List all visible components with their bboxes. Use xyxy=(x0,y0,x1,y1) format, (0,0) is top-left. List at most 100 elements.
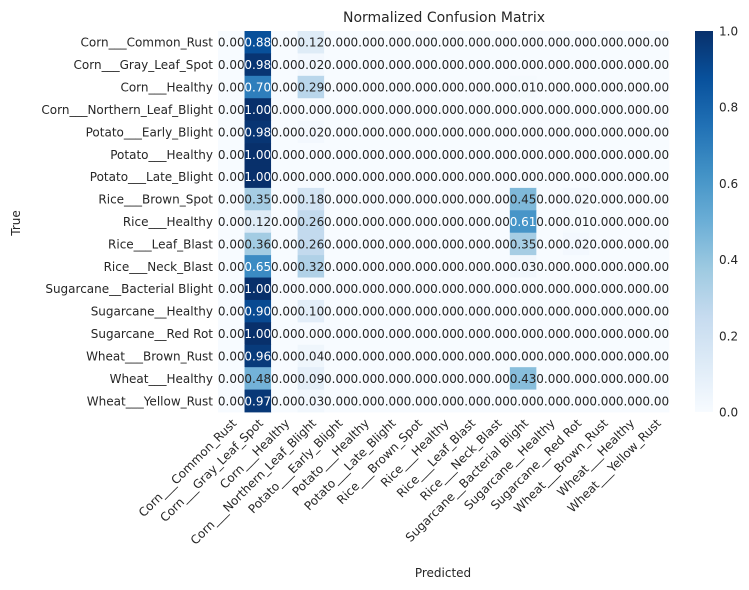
cell-value-label: 0.00 xyxy=(563,260,590,274)
heatmap-cell xyxy=(430,210,458,234)
cell-value-label: 0.00 xyxy=(404,36,431,50)
cell-value-label: 0.00 xyxy=(563,81,590,95)
cell-value-label: 0.00 xyxy=(642,148,669,162)
heatmap-cell xyxy=(483,299,511,323)
cell-value-label: 0.00 xyxy=(404,394,431,408)
y-tick-label: Rice___Healthy xyxy=(123,215,213,229)
heatmap-cell xyxy=(297,344,325,368)
cell-value-label: 0.00 xyxy=(457,103,484,117)
heatmap-cell xyxy=(297,53,325,77)
cell-value-label: 0.00 xyxy=(377,260,404,274)
cell-value-label: 0.00 xyxy=(404,372,431,386)
heatmap-cell xyxy=(456,98,484,122)
cell-value-label: 0.00 xyxy=(510,394,537,408)
cell-value-label: 0.88 xyxy=(244,36,271,50)
heatmap-cell xyxy=(589,187,617,211)
cell-value-label: 0.00 xyxy=(218,260,245,274)
cell-value-label: 0.00 xyxy=(297,148,324,162)
heatmap-cell xyxy=(297,98,325,122)
heatmap-cell xyxy=(271,322,298,346)
cell-value-label: 0.00 xyxy=(377,81,404,95)
heatmap-cell xyxy=(509,120,537,144)
heatmap-cell xyxy=(324,165,352,189)
heatmap-cell xyxy=(350,98,378,122)
cell-value-label: 0.00 xyxy=(563,148,590,162)
heatmap-cell xyxy=(377,187,405,211)
heatmap-cell xyxy=(509,143,537,166)
cell-value-label: 0.00 xyxy=(351,327,378,341)
cell-value-label: 0.00 xyxy=(430,125,457,139)
cell-value-label: 0.00 xyxy=(642,170,669,184)
x-axis-label: Predicted xyxy=(415,566,471,580)
cell-value-label: 0.00 xyxy=(430,170,457,184)
cell-value-label: 0.00 xyxy=(404,349,431,363)
cell-value-label: 0.00 xyxy=(404,260,431,274)
cell-value-label: 0.00 xyxy=(616,36,643,50)
heatmap-cell xyxy=(509,98,537,122)
heatmap-cell xyxy=(642,120,670,144)
cell-value-label: 0.00 xyxy=(324,237,351,251)
cell-value-label: 0.00 xyxy=(218,81,245,95)
cell-value-label: 0.00 xyxy=(430,36,457,50)
heatmap-cell xyxy=(350,344,378,368)
cell-value-label: 0.70 xyxy=(244,81,271,95)
heatmap-cell xyxy=(509,53,537,77)
heatmap-cell xyxy=(562,98,590,122)
cell-value-label: 0.00 xyxy=(351,372,378,386)
heatmap-cell xyxy=(244,120,272,144)
cell-value-label: 0.00 xyxy=(536,170,563,184)
heatmap-cell xyxy=(271,31,298,54)
cell-value-label: 0.00 xyxy=(324,327,351,341)
colorbar-tick-label: 0.2 xyxy=(719,329,738,343)
cell-value-label: 0.65 xyxy=(244,260,271,274)
heatmap-cell xyxy=(244,322,272,346)
heatmap-cell xyxy=(536,344,564,368)
cell-value-label: 0.09 xyxy=(297,372,324,386)
heatmap-cell xyxy=(324,344,352,368)
heatmap-cell xyxy=(218,389,245,413)
heatmap-cell xyxy=(589,232,617,256)
heatmap-cell xyxy=(483,389,511,413)
cell-value-label: 0.00 xyxy=(589,125,616,139)
heatmap-cell xyxy=(483,187,511,211)
cell-value-label: 0.00 xyxy=(616,193,643,207)
heatmap-cell xyxy=(615,344,643,368)
heatmap-cell xyxy=(615,277,643,301)
cell-value-label: 0.00 xyxy=(404,148,431,162)
cell-value-label: 0.00 xyxy=(563,103,590,117)
cell-value-label: 0.00 xyxy=(563,58,590,72)
heatmap-cell xyxy=(536,367,564,390)
heatmap-cell xyxy=(324,389,352,413)
cell-value-label: 0.00 xyxy=(616,237,643,251)
heatmap-cell xyxy=(642,277,670,301)
cell-value-label: 0.00 xyxy=(404,237,431,251)
heatmap-cell xyxy=(377,389,405,413)
heatmap-cell xyxy=(615,53,643,77)
cell-value-label: 0.00 xyxy=(483,36,510,50)
cell-value-label: 0.00 xyxy=(377,125,404,139)
heatmap-cell xyxy=(403,165,431,189)
cell-value-label: 0.00 xyxy=(457,36,484,50)
heatmap-cell xyxy=(536,322,564,346)
heatmap-cell xyxy=(377,75,405,99)
heatmap-cell xyxy=(403,210,431,234)
cell-value-label: 0.00 xyxy=(457,81,484,95)
heatmap-cell xyxy=(218,31,245,54)
cell-value-label: 0.00 xyxy=(457,215,484,229)
heatmap-cell xyxy=(483,120,511,144)
cell-value-label: 0.00 xyxy=(271,215,298,229)
heatmap-cell xyxy=(589,53,617,77)
cell-value-label: 0.45 xyxy=(510,193,537,207)
cell-value-label: 0.00 xyxy=(430,282,457,296)
cell-value-label: 0.00 xyxy=(271,282,298,296)
heatmap-cell xyxy=(615,322,643,346)
cell-value-label: 0.61 xyxy=(510,215,537,229)
heatmap-cell xyxy=(456,255,484,278)
heatmap-cell xyxy=(615,75,643,99)
cell-value-label: 0.00 xyxy=(616,394,643,408)
heatmap-cell xyxy=(377,31,405,54)
cell-value-label: 0.00 xyxy=(377,237,404,251)
heatmap-cell xyxy=(403,277,431,301)
heatmap-cell xyxy=(589,367,617,390)
cell-value-label: 0.00 xyxy=(510,349,537,363)
